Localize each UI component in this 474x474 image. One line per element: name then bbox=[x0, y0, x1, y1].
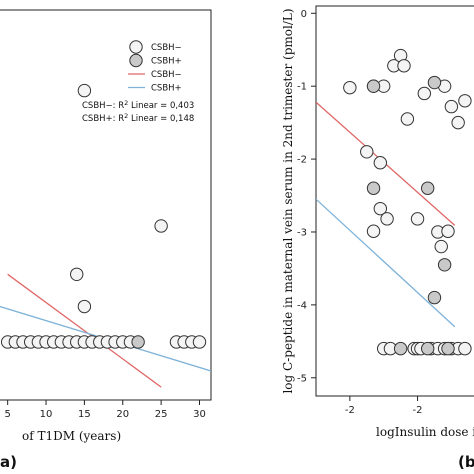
data-point-csbh-minus bbox=[343, 80, 357, 95]
data-point-csbh-minus bbox=[434, 239, 448, 254]
data-point-csbh-plus bbox=[441, 341, 455, 356]
data-point-csbh-plus bbox=[427, 290, 442, 305]
x-tick-label: 30 bbox=[193, 409, 206, 420]
panel-a: 5 10 15 20 25 30 of T1DM (years) a) CSBH− CSBH+ CS… bbox=[0, 9, 212, 471]
plot-frame bbox=[0, 9, 212, 401]
data-point-csbh-minus bbox=[77, 83, 92, 98]
data-point-csbh-minus bbox=[373, 156, 388, 170]
y-tick-label: -1 bbox=[297, 82, 307, 93]
data-point-csbh-minus bbox=[451, 115, 465, 130]
x-tick-label: 15 bbox=[78, 409, 91, 420]
x-axis-title: of T1DM (years) bbox=[22, 429, 121, 443]
data-point-csbh-minus bbox=[77, 299, 92, 314]
legend-label: CSBH− bbox=[151, 70, 182, 80]
legend-label: CSBH− bbox=[151, 43, 182, 53]
legend-marker bbox=[129, 53, 143, 68]
x-tick-label: 20 bbox=[116, 409, 129, 420]
plot-frame bbox=[315, 5, 474, 397]
legend-marker bbox=[129, 40, 143, 54]
x-axis-title: logInsulin dose i bbox=[376, 425, 474, 439]
data-point-csbh-plus bbox=[366, 79, 381, 93]
data-point-csbh-plus bbox=[366, 181, 381, 195]
data-point-csbh-minus bbox=[360, 145, 374, 159]
data-point-csbh-plus bbox=[420, 341, 435, 356]
data-point-csbh-minus bbox=[458, 341, 472, 356]
data-point-csbh-minus bbox=[441, 224, 455, 238]
r2-annotation: CSBH+: R2 Linear = 0,148 bbox=[82, 112, 194, 124]
panel-b: 0 -1 -2 -3 -4 -5 -2 -2 logInsulin dose i log C-pe… bbox=[281, 5, 474, 471]
y-tick-label: -5 bbox=[297, 373, 307, 384]
data-point-csbh-minus bbox=[417, 86, 432, 101]
y-tick-label: -2 bbox=[297, 155, 307, 166]
fit-line-csbh-plus bbox=[316, 198, 456, 328]
data-point-csbh-plus bbox=[393, 341, 408, 356]
points-b bbox=[343, 48, 472, 356]
data-point-csbh-minus bbox=[397, 59, 411, 73]
data-point-csbh-plus bbox=[131, 335, 145, 349]
data-point-csbh-minus bbox=[410, 212, 425, 226]
data-point-csbh-minus bbox=[192, 335, 207, 349]
x-tick-label: -2 bbox=[345, 405, 355, 416]
legend-label: CSBH+ bbox=[151, 57, 182, 67]
data-point-csbh-minus bbox=[70, 267, 84, 281]
fit-line-csbh-minus bbox=[7, 273, 162, 388]
data-point-csbh-minus bbox=[373, 201, 388, 216]
data-point-csbh-minus bbox=[400, 112, 415, 126]
data-point-csbh-minus bbox=[458, 94, 472, 108]
y-tick-label: -3 bbox=[297, 227, 307, 238]
data-point-csbh-plus bbox=[437, 258, 452, 272]
data-point-csbh-minus bbox=[366, 224, 381, 238]
r2-annotation: CSBH−: R2 Linear = 0,403 bbox=[82, 99, 194, 111]
data-point-csbh-minus bbox=[380, 212, 394, 226]
panel-label-b: (b bbox=[458, 453, 474, 471]
data-point-csbh-plus bbox=[427, 75, 442, 90]
legend-label: CSBH+ bbox=[151, 84, 182, 94]
data-point-csbh-minus bbox=[444, 99, 459, 114]
x-tick-label: 5 bbox=[4, 409, 10, 420]
data-point-csbh-plus bbox=[420, 181, 435, 195]
x-tick-label: 10 bbox=[40, 409, 53, 420]
y-axis-title: log C-peptide in maternal vein serum in … bbox=[281, 8, 295, 393]
x-tick-label: 25 bbox=[155, 409, 168, 420]
x-tick-label: -2 bbox=[413, 405, 423, 416]
panel-label-a: a) bbox=[0, 453, 17, 471]
data-point-csbh-minus bbox=[154, 219, 168, 233]
y-tick-label: 0 bbox=[301, 9, 307, 20]
y-tick-label: -4 bbox=[297, 300, 307, 311]
